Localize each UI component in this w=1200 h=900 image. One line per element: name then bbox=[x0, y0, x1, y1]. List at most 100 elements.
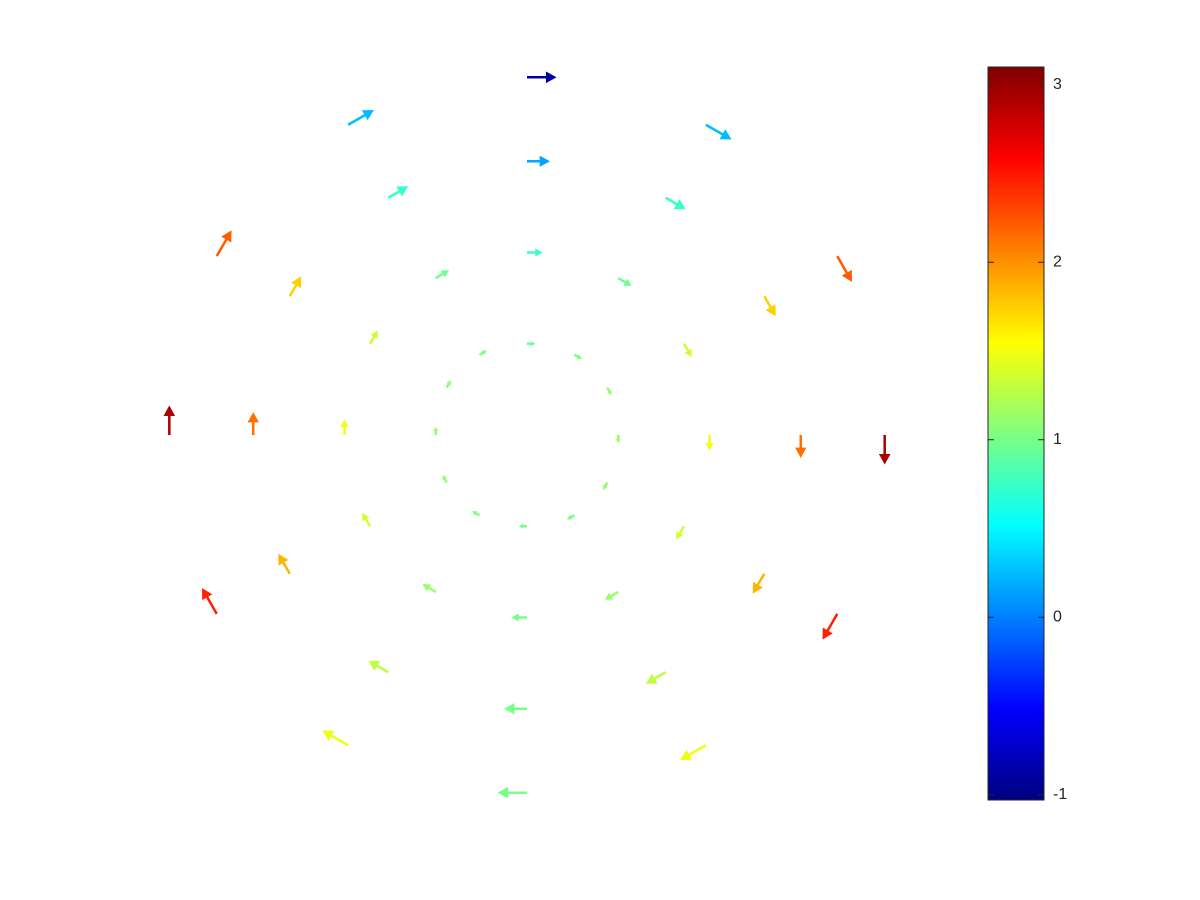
arrow bbox=[504, 703, 527, 715]
arrow bbox=[615, 435, 621, 444]
arrow-head bbox=[396, 186, 409, 197]
arrow-head bbox=[442, 474, 447, 481]
arrow-head bbox=[623, 278, 632, 286]
arrow-head bbox=[472, 511, 478, 516]
arrow-head bbox=[504, 703, 515, 715]
arrow bbox=[518, 523, 527, 529]
arrow-head bbox=[291, 276, 302, 289]
arrow-head bbox=[481, 350, 488, 355]
arrow-head bbox=[673, 199, 686, 210]
arrow bbox=[368, 330, 378, 345]
arrow-head bbox=[684, 348, 692, 358]
arrow bbox=[705, 123, 732, 140]
arrow-head bbox=[163, 405, 176, 417]
arrow-head bbox=[446, 380, 451, 386]
arrow-head bbox=[368, 660, 381, 671]
arrow bbox=[435, 270, 450, 280]
arrow-head bbox=[497, 786, 509, 799]
arrow-head bbox=[604, 592, 614, 600]
colorbar-tick-label: -1 bbox=[1053, 786, 1067, 803]
arrow-head bbox=[370, 330, 378, 339]
arrow-head bbox=[322, 730, 335, 741]
arrow-head bbox=[822, 627, 833, 640]
arrow-head bbox=[545, 71, 557, 84]
arrow bbox=[763, 295, 776, 317]
arrow-head bbox=[511, 613, 519, 622]
arrow bbox=[836, 255, 853, 282]
arrow-head bbox=[535, 248, 543, 257]
arrow-head bbox=[752, 581, 763, 594]
arrow-head bbox=[518, 523, 524, 529]
arrow bbox=[606, 386, 612, 396]
arrow bbox=[445, 380, 451, 389]
arrow-head bbox=[340, 419, 349, 427]
arrow bbox=[472, 511, 481, 517]
arrow-head bbox=[440, 270, 450, 278]
arrow-head bbox=[615, 438, 621, 444]
arrow bbox=[680, 744, 707, 761]
colorbar-tick-label: 0 bbox=[1053, 608, 1062, 625]
arrow bbox=[752, 573, 766, 594]
arrow-head bbox=[362, 512, 370, 522]
arrow-head bbox=[607, 389, 612, 396]
arrow-head bbox=[795, 447, 807, 458]
arrow bbox=[603, 481, 609, 490]
colorbar bbox=[987, 66, 1045, 801]
arrow-head bbox=[841, 269, 853, 282]
arrow-head bbox=[221, 230, 232, 243]
colorbar-tick-label: 1 bbox=[1053, 431, 1062, 448]
arrow bbox=[347, 109, 374, 126]
arrow bbox=[566, 514, 576, 520]
arrow bbox=[422, 584, 437, 594]
arrow-head bbox=[433, 426, 439, 432]
arrow bbox=[878, 435, 891, 465]
arrow bbox=[617, 276, 632, 286]
arrow-head bbox=[705, 443, 714, 451]
arrow bbox=[511, 613, 527, 622]
arrow bbox=[215, 230, 232, 257]
arrow-head bbox=[361, 109, 374, 121]
arrow-head bbox=[247, 412, 259, 423]
arrow bbox=[322, 730, 349, 747]
arrow bbox=[604, 590, 619, 600]
arrow-head bbox=[539, 155, 550, 167]
colorbar-tick-label: 2 bbox=[1053, 253, 1062, 270]
arrow-head bbox=[878, 453, 891, 465]
arrow bbox=[288, 276, 302, 297]
arrow bbox=[527, 71, 557, 84]
arrow bbox=[387, 186, 409, 199]
arrow-head bbox=[530, 341, 536, 347]
arrow bbox=[340, 419, 349, 435]
arrow bbox=[201, 588, 218, 615]
arrow bbox=[527, 155, 550, 167]
arrow bbox=[442, 474, 448, 484]
arrow bbox=[705, 435, 714, 451]
arrow bbox=[573, 353, 582, 359]
arrow bbox=[478, 350, 488, 356]
colorbar-tick-label: 3 bbox=[1053, 76, 1062, 93]
arrow bbox=[247, 412, 259, 435]
arrow bbox=[676, 525, 686, 540]
arrow-head bbox=[719, 129, 732, 140]
arrow-head bbox=[566, 515, 573, 520]
arrow bbox=[822, 613, 839, 640]
arrow bbox=[433, 426, 439, 435]
arrow-head bbox=[765, 304, 776, 317]
arrow bbox=[682, 343, 692, 358]
arrow bbox=[368, 660, 389, 674]
arrow-head bbox=[201, 588, 213, 601]
arrow bbox=[645, 671, 667, 684]
arrow bbox=[795, 435, 807, 458]
arrow bbox=[362, 512, 372, 527]
arrow bbox=[527, 248, 543, 257]
arrow-head bbox=[603, 484, 608, 490]
arrow bbox=[163, 405, 176, 435]
arrow-head bbox=[645, 673, 658, 684]
arrow-head bbox=[576, 354, 582, 359]
arrow-head bbox=[676, 531, 684, 540]
arrow-head bbox=[680, 749, 693, 761]
arrow-head bbox=[278, 553, 289, 566]
arrow bbox=[497, 786, 527, 799]
arrow-head bbox=[422, 584, 431, 592]
